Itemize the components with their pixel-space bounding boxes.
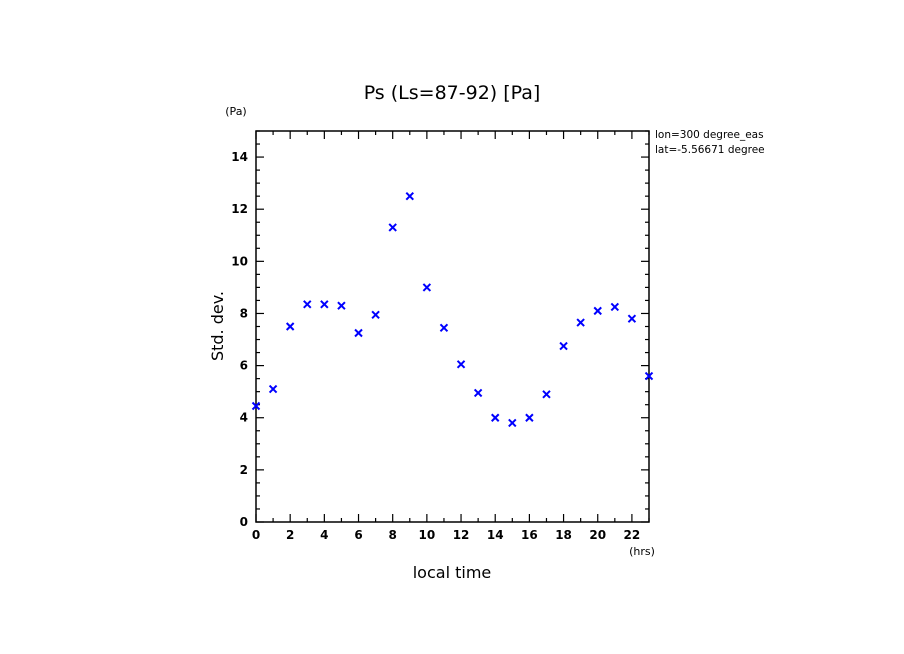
- data-point: [303, 300, 312, 309]
- data-point-stroke: [576, 318, 585, 327]
- plot-frame: [255, 130, 650, 523]
- y-tick-label: 0: [240, 515, 248, 529]
- x-tick-label: 4: [320, 528, 328, 542]
- data-point: [439, 323, 449, 333]
- y-tick-label: 6: [240, 359, 248, 373]
- data-point: [388, 223, 397, 232]
- data-point-stroke: [285, 322, 295, 331]
- data-point: [644, 371, 654, 381]
- data-point: [542, 390, 551, 399]
- x-tick-label: 14: [487, 528, 504, 542]
- data-point: [491, 413, 500, 422]
- data-point: [593, 306, 602, 316]
- x-tick-label: 8: [389, 528, 397, 542]
- data-point-stroke: [439, 323, 449, 333]
- y-tick-label: 2: [240, 463, 248, 477]
- data-point: [251, 401, 261, 411]
- y-tick-label: 10: [231, 254, 248, 268]
- data-point-stroke: [388, 223, 397, 232]
- x-tick-label: 20: [589, 528, 606, 542]
- x-tick-label: 10: [419, 528, 436, 542]
- data-point: [508, 418, 517, 428]
- tick-labels: 0 2 4 6 8 10 12 14 16 18 20 22 0 2 4 6 8 10 12 14: [231, 150, 640, 542]
- y-tick-label: 4: [240, 411, 248, 425]
- annotation-lat: lat=-5.56671 degree: [655, 144, 765, 156]
- chart-title: Ps (Ls=87-92) [Pa]: [364, 82, 541, 104]
- x-unit-label: (hrs): [629, 545, 655, 558]
- data-point-stroke: [337, 301, 346, 310]
- axis-ticks: [255, 130, 650, 523]
- data-point-stroke: [491, 413, 500, 422]
- x-tick-label: 22: [624, 528, 641, 542]
- y-tick-label: 12: [231, 202, 248, 216]
- data-point-stroke: [268, 384, 278, 394]
- data-point: [405, 191, 414, 201]
- data-point-stroke: [525, 413, 534, 422]
- data-point-stroke: [644, 371, 654, 381]
- data-point: [371, 310, 380, 319]
- data-point: [525, 413, 534, 422]
- data-point-stroke: [508, 418, 517, 428]
- data-point-stroke: [593, 306, 602, 316]
- y-tick-label: 14: [231, 150, 248, 164]
- data-point-stroke: [456, 360, 466, 369]
- y-tick-label: 8: [240, 306, 248, 320]
- data-point: [354, 328, 363, 338]
- data-point-stroke: [354, 328, 363, 338]
- data-point: [559, 341, 568, 351]
- data-point: [320, 300, 329, 309]
- data-point: [610, 302, 620, 312]
- data-point-stroke: [251, 401, 261, 411]
- x-tick-label: 0: [252, 528, 260, 542]
- data-point: [473, 388, 483, 398]
- x-tick-label: 6: [354, 528, 362, 542]
- data-point-stroke: [627, 314, 637, 323]
- x-tick-label: 12: [453, 528, 470, 542]
- data-point-stroke: [473, 388, 483, 398]
- y-unit-label: (Pa): [225, 105, 246, 118]
- data-point-stroke: [320, 300, 329, 309]
- data-point: [337, 301, 346, 310]
- data-point-stroke: [610, 302, 620, 312]
- data-point: [285, 322, 295, 331]
- x-axis-label: local time: [413, 563, 492, 582]
- data-point: [268, 384, 278, 394]
- data-point-stroke: [371, 310, 380, 319]
- data-point-stroke: [422, 283, 432, 292]
- data-point-stroke: [542, 390, 551, 399]
- data-points: [251, 191, 654, 428]
- data-point-stroke: [303, 300, 312, 309]
- y-axis-label: Std. dev.: [208, 291, 227, 361]
- data-point: [456, 360, 466, 369]
- data-point: [627, 314, 637, 323]
- annotation-lon: lon=300 degree_eas: [655, 129, 764, 141]
- x-tick-label: 2: [286, 528, 294, 542]
- data-point-stroke: [559, 341, 568, 351]
- data-point: [576, 318, 585, 327]
- x-tick-label: 16: [521, 528, 538, 542]
- data-point-stroke: [405, 191, 414, 201]
- x-tick-label: 18: [555, 528, 572, 542]
- data-point: [422, 283, 432, 292]
